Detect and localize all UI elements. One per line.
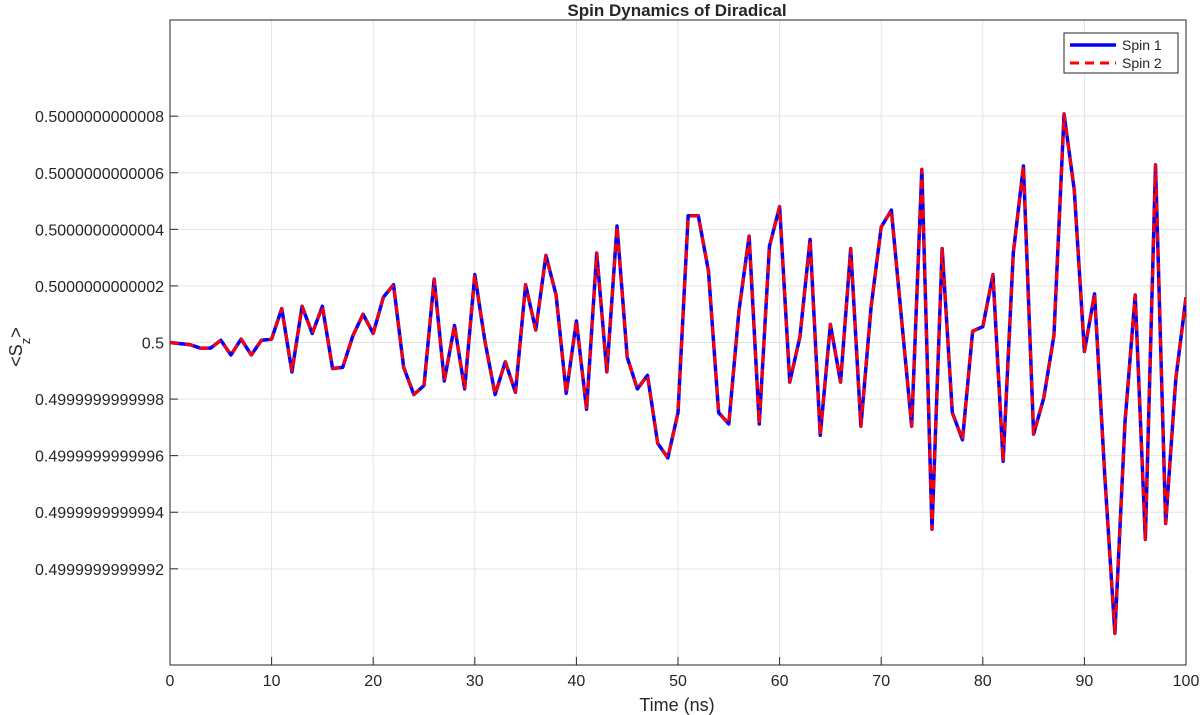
x-tick-label: 80 [974,673,992,690]
y-tick-label: 0.5000000000008 [35,109,164,126]
x-tick-label: 50 [669,673,687,690]
x-tick-label: 0 [166,673,175,690]
plot-area: 0 10 20 30 40 50 60 70 80 90 100 0.4999999999992 0.4… [35,19,1200,690]
x-tick-label: 100 [1173,673,1200,690]
x-tick-label: 40 [568,673,586,690]
y-tick-label: 0.4999999999998 [35,392,164,409]
legend-label-2: Spin 2 [1122,55,1162,71]
x-tick-label: 30 [466,673,484,690]
x-tick-label: 20 [364,673,382,690]
chart-title: Spin Dynamics of Diradical [567,1,786,20]
y-tick-label: 0.5000000000002 [35,279,164,296]
y-axis-label-sub: z [18,338,33,345]
y-tick-label: 0.4999999999992 [35,562,164,579]
y-tick-label: 0.5000000000006 [35,166,164,183]
y-tick-label: 0.5000000000004 [35,222,164,239]
x-axis-label: Time (ns) [639,695,714,715]
y-tick-label: 0.4999999999996 [35,449,164,466]
y-tick-label: 0.5 [142,336,164,353]
x-tick-label: 10 [263,673,281,690]
y-axis-label-end: > [6,327,26,338]
y-axis-label-main: <S [6,344,26,367]
x-tick-label: 60 [771,673,789,690]
y-tick-label: 0.4999999999994 [35,505,164,522]
series-line-2 [170,112,1186,635]
legend-label-1: Spin 1 [1122,37,1162,53]
legend: Spin 1 Spin 2 [1063,32,1179,74]
y-axis-label: <Sz> [6,327,33,367]
x-tick-label: 70 [872,673,890,690]
x-tick-label: 90 [1076,673,1094,690]
legend-box [1063,32,1179,74]
